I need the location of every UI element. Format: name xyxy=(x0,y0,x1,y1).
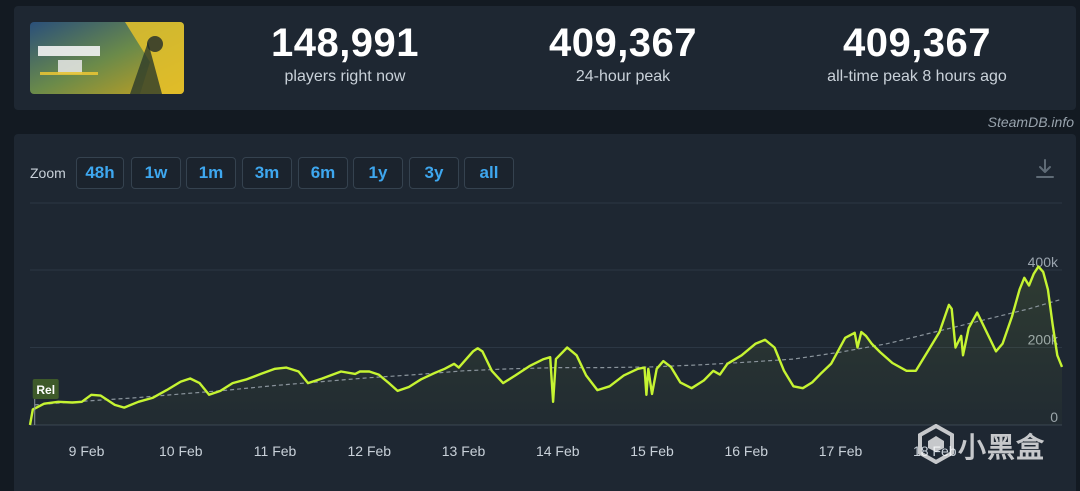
xiaoheihe-watermark: 小黑盒 xyxy=(918,422,1048,468)
x-tick-label: 14 Feb xyxy=(536,443,580,459)
zoom-label: Zoom xyxy=(30,165,66,181)
stat-value: 409,367 xyxy=(842,21,992,65)
zoom-3m-button[interactable]: 3m xyxy=(242,157,292,189)
x-tick-label: 15 Feb xyxy=(630,443,674,459)
x-tick-label: 13 Feb xyxy=(442,443,486,459)
stat-value: 409,367 xyxy=(548,21,698,65)
players-area xyxy=(30,266,1062,425)
stat-label: players right now xyxy=(284,68,406,85)
stat-label: all-time peak 8 hours ago xyxy=(827,68,1007,85)
download-icon[interactable] xyxy=(1034,158,1056,180)
watermark-text: 小黑盒 xyxy=(958,431,1046,464)
zoom-all-button[interactable]: all xyxy=(464,157,514,189)
x-tick-label: 16 Feb xyxy=(724,443,768,459)
x-axis-labels: 9 Feb 10 Feb 11 Feb 12 Feb 13 Feb 14 Feb 15 Fe… xyxy=(69,443,957,459)
release-badge-label: Rel xyxy=(36,383,55,397)
x-tick-label: 17 Feb xyxy=(819,443,863,459)
y-tick-label: 400k xyxy=(1028,254,1059,270)
steamdb-credit[interactable]: SteamDB.info xyxy=(987,114,1074,130)
stat-all-time-peak: 409,367 all-time peak 8 hours ago xyxy=(804,20,1030,86)
chart-panel: Zoom 48h 1w 1m 3m 6m 1y 3y all xyxy=(14,134,1076,491)
stat-label: 24-hour peak xyxy=(575,68,671,85)
x-tick-label: 10 Feb xyxy=(159,443,203,459)
stat-24h-peak: 409,367 24-hour peak xyxy=(520,20,726,86)
stats-panel: 148,991 players right now 409,367 24-hou… xyxy=(14,6,1076,110)
zoom-1w-button[interactable]: 1w xyxy=(131,157,181,189)
release-annotation[interactable]: Rel xyxy=(32,379,59,425)
zoom-1y-button[interactable]: 1y xyxy=(353,157,403,189)
zoom-3y-button[interactable]: 3y xyxy=(409,157,459,189)
zoom-1m-button[interactable]: 1m xyxy=(186,157,236,189)
xiaoheihe-logo-icon xyxy=(918,424,954,464)
helldivers-artwork-image xyxy=(30,22,184,94)
zoom-48h-button[interactable]: 48h xyxy=(76,157,124,189)
x-tick-label: 9 Feb xyxy=(69,443,105,459)
zoom-6m-button[interactable]: 6m xyxy=(298,157,348,189)
stat-value: 148,991 xyxy=(270,21,420,65)
x-tick-label: 11 Feb xyxy=(254,443,297,459)
stat-players-now: 148,991 players right now xyxy=(242,20,448,86)
x-tick-label: 12 Feb xyxy=(347,443,391,459)
release-badge[interactable] xyxy=(32,379,59,399)
players-line xyxy=(28,265,1064,426)
game-thumbnail[interactable] xyxy=(30,22,184,94)
trend-line xyxy=(34,298,1063,406)
